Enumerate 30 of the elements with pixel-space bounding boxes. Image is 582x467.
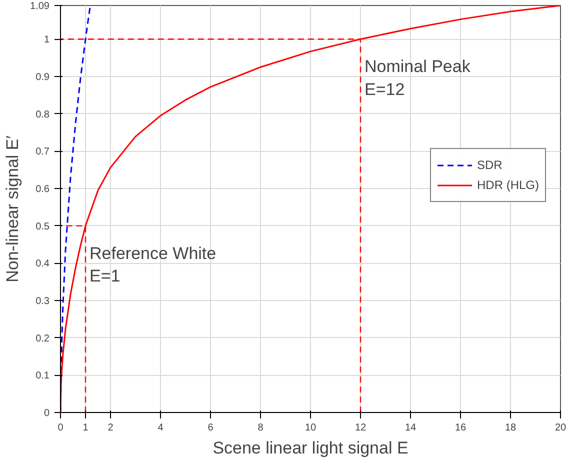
y-tick-label: 0.9 (36, 72, 50, 83)
legend-label: SDR (477, 158, 502, 172)
x-tick-label: 10 (304, 422, 316, 434)
x-tick-label: 14 (404, 422, 416, 434)
x-tick-label: 6 (208, 422, 214, 434)
y-tick-label: 0.7 (36, 146, 50, 158)
x-tick-label: 16 (454, 422, 466, 434)
x-axis-title: Scene linear light signal E (212, 438, 408, 458)
y-tick-label: 0.8 (36, 109, 50, 120)
annotation: Reference White E=1 (90, 244, 216, 286)
y-tick-label: 1.09 (30, 1, 50, 12)
x-tick-label: 8 (258, 422, 264, 434)
y-tick-label: 0.1 (36, 370, 50, 382)
y-axis-title: Non-linear signal E′ (3, 136, 22, 282)
x-tick-label: 18 (504, 422, 516, 434)
y-tick-label: 0.2 (36, 333, 50, 344)
x-tick-label: 2 (108, 422, 114, 434)
annotation: Nominal Peak E=12 (364, 57, 471, 99)
y-tick-label: 0.4 (36, 258, 50, 270)
legend-label: HDR (HLG) (477, 178, 539, 192)
x-tick-label: 12 (354, 422, 366, 434)
y-tick-label: 0.3 (36, 296, 50, 307)
x-tick-label: 0 (58, 422, 64, 434)
y-tick-label: 0.5 (36, 221, 50, 232)
x-tick-label: 20 (554, 422, 566, 434)
y-tick-label: 0 (44, 408, 50, 419)
x-tick-label: 4 (158, 422, 164, 434)
y-tick-label: 1 (44, 34, 50, 46)
y-tick-label: 0.6 (36, 184, 50, 195)
x-tick-label: 1 (82, 422, 89, 434)
